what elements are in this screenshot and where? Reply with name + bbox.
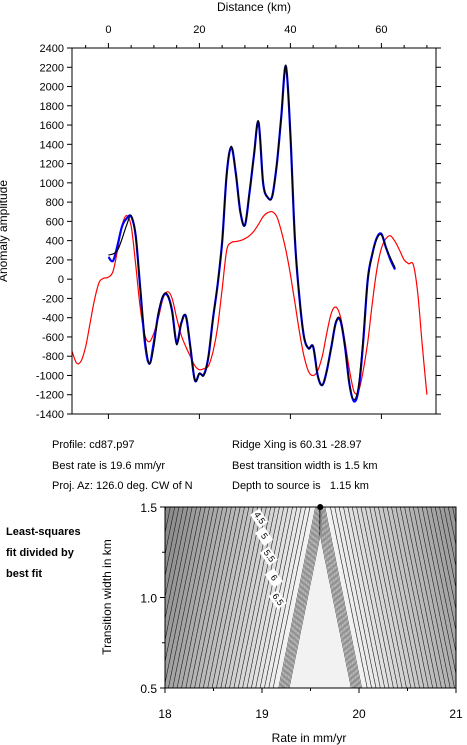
profile-chart: Distance (km) Anomaly amplitude -1400 -12… <box>0 0 441 421</box>
misfit-x-tick-label: 18 <box>158 707 172 721</box>
x-tick-label: 40 <box>284 24 296 36</box>
y-tick-label: 1400 <box>40 139 64 151</box>
profile-lines <box>72 64 428 403</box>
y-tick-label: 2400 <box>40 43 64 55</box>
x-tick-label: 20 <box>193 24 205 36</box>
y-tick-label: 2200 <box>40 62 64 74</box>
contour-line <box>288 507 352 688</box>
info-block: Profile: cd87.p97 Ridge Xing is 60.31 -2… <box>52 439 378 492</box>
contour-line <box>285 507 355 688</box>
projection-azimuth: Proj. Az: 126.0 deg. CW of N <box>52 480 193 492</box>
misfit-y-tick-label: 1.0 <box>140 592 157 606</box>
misfit-y-axis-title: Transition width in km <box>100 539 114 655</box>
contour-label-bg <box>250 508 269 528</box>
misfit-x-axis-title: Rate in mm/yr <box>272 731 347 745</box>
contour-line <box>287 507 353 688</box>
misfit-x-tick-label: 20 <box>352 707 366 721</box>
misfit-axis-ticks: 18 19 20 21 0.5 1.0 1.5 <box>140 501 463 721</box>
side-note: Least-squares fit divided by best fit <box>6 526 81 580</box>
x-tick-label: 60 <box>375 24 387 36</box>
profile-name: Profile: cd87.p97 <box>52 439 135 451</box>
x-tick-label: 0 <box>105 24 111 36</box>
contour-labels: 4.555.566.5 <box>250 508 287 610</box>
contour-label: 6 <box>269 573 280 583</box>
contour-label-bg <box>264 568 283 588</box>
contour-label: 5 <box>259 531 270 541</box>
y-tick-label: 1200 <box>40 159 64 171</box>
side-note-line-3: best fit <box>6 568 42 580</box>
contour-line <box>284 507 357 688</box>
y-tick-label: -400 <box>42 313 64 325</box>
contour-line <box>283 507 358 688</box>
misfit-x-tick-label: 19 <box>255 707 269 721</box>
y-tick-label: -200 <box>42 293 64 305</box>
contour-band <box>272 507 368 688</box>
best-transition-width: Best transition width is 1.5 km <box>232 460 378 472</box>
profile-plot-frame <box>71 47 437 415</box>
observed-series-line <box>108 64 396 401</box>
contour-line <box>280 507 360 688</box>
y-tick-label: 1800 <box>40 101 64 113</box>
y-tick-label: 400 <box>46 236 64 248</box>
y-tick-label: 200 <box>46 255 64 267</box>
y-tick-label: 600 <box>46 216 64 228</box>
y-tick-label: -1000 <box>36 370 64 382</box>
contour-line <box>286 507 354 688</box>
x-axis-title-top: Distance (km) <box>217 0 291 14</box>
model-series-line <box>72 210 428 395</box>
contour-label-bg <box>254 526 274 547</box>
misfit-x-tick-label: 21 <box>449 707 463 721</box>
contour-label-bg <box>268 589 287 610</box>
top-axis-ticks: -1400-1200-1000-800-600-400-200020040060… <box>36 24 441 421</box>
y-axis-title: Anomaly amplitude <box>0 180 10 282</box>
contour-line <box>279 507 361 688</box>
ridge-crossing: Ridge Xing is 60.31 -28.97 <box>232 439 362 451</box>
y-tick-label: -1400 <box>36 409 64 421</box>
misfit-y-tick-label: 1.5 <box>140 501 157 515</box>
contour-line <box>278 507 362 688</box>
y-tick-label: 1600 <box>40 120 64 132</box>
contour-field <box>165 507 456 688</box>
contour-label-bg <box>259 546 278 566</box>
misfit-chart: 4.555.566.5 18 19 20 210.51.01.5 Rate in mm… <box>100 501 463 745</box>
y-tick-label: -1200 <box>36 390 64 402</box>
depth-to-source: Depth to source is 1.15 km <box>232 480 369 492</box>
y-tick-label: 0 <box>58 274 64 286</box>
y-tick-label: 2000 <box>40 82 64 94</box>
y-tick-label: -800 <box>42 351 64 363</box>
y-tick-label: 800 <box>46 197 64 209</box>
y-tick-label: 1000 <box>40 178 64 190</box>
side-note-line-2: fit divided by <box>6 547 75 559</box>
contour-line <box>281 507 359 688</box>
best-rate: Best rate is 19.6 mm/yr <box>52 460 165 472</box>
side-note-line-1: Least-squares <box>6 526 81 538</box>
misfit-y-tick-label: 0.5 <box>140 682 157 696</box>
y-tick-label: -600 <box>42 332 64 344</box>
